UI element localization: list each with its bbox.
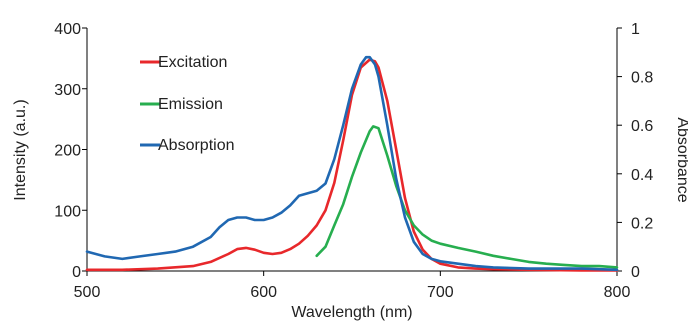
x-tick-label: 500 — [74, 284, 101, 301]
legend-item-excitation: Excitation — [140, 54, 227, 71]
series-line-excitation — [85, 58, 619, 272]
y2-tick-label: 0.2 — [631, 215, 653, 232]
x-tick-label: 700 — [427, 284, 454, 301]
legend-item-emission: Emission — [140, 96, 223, 113]
y2-tick-label: 1 — [631, 21, 640, 38]
legend-label: Absorption — [158, 137, 235, 154]
y2-tick-label: 0.6 — [631, 118, 653, 135]
y2-tick-label: 0 — [631, 264, 640, 281]
left-y-tick-labels: 0 100 200 300 400 — [54, 21, 81, 281]
y-tick-label: 0 — [72, 264, 81, 281]
legend-label: Emission — [158, 96, 223, 113]
y-tick-label: 200 — [54, 143, 81, 160]
legend-item-absorption: Absorption — [140, 137, 235, 154]
series-line-emission — [315, 125, 619, 269]
legend-label: Excitation — [158, 54, 227, 71]
y2-axis-title: Absorbance — [674, 117, 688, 202]
y-tick-label: 100 — [54, 203, 81, 220]
x-axis-title: Wavelength (nm) — [291, 304, 412, 321]
tick-marks — [82, 27, 622, 276]
y2-tick-label: 0.4 — [631, 167, 653, 184]
series-line-absorption — [85, 55, 619, 272]
x-tick-labels: 500 600 700 800 — [74, 284, 631, 301]
series-lines — [85, 55, 619, 272]
x-tick-label: 800 — [604, 284, 631, 301]
right-y-tick-labels: 0 0.2 0.4 0.6 0.8 1 — [631, 21, 653, 281]
x-tick-label: 600 — [250, 284, 277, 301]
legend: Excitation Emission Absorption — [140, 54, 235, 154]
y-tick-label: 300 — [54, 82, 81, 99]
y-tick-label: 400 — [54, 21, 81, 38]
y2-tick-label: 0.8 — [631, 70, 653, 87]
y-axis-title: Intensity (a.u.) — [12, 99, 29, 200]
